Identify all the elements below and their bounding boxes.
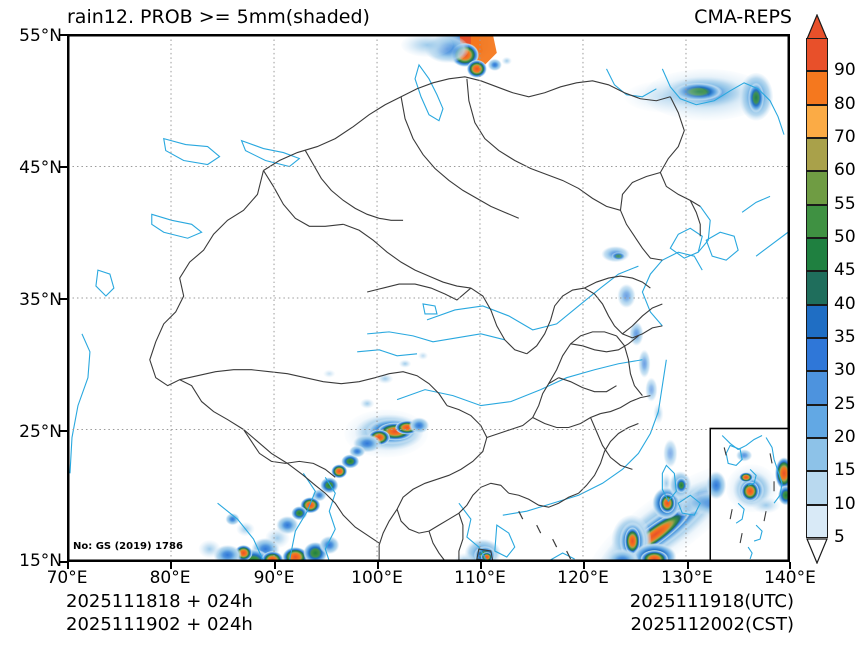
coastline-layer <box>69 63 789 561</box>
colorbar-tick-label: 30 <box>834 360 856 381</box>
x-tick-mark <box>377 562 379 569</box>
y-tick-label: 45°N <box>19 158 62 178</box>
south-china-sea-inset <box>706 427 789 561</box>
colorbar-segment <box>806 71 828 105</box>
y-tick-label: 35°N <box>19 290 62 310</box>
administrative-border-layer <box>149 76 701 561</box>
colorbar-tick-label: 20 <box>834 427 856 447</box>
y-tick-label: 25°N <box>19 422 62 442</box>
x-tick-mark <box>480 562 482 569</box>
graticule-layer <box>68 35 789 561</box>
footer-valid-utc: 2025111918(UTC) <box>629 591 794 612</box>
colorbar-tick-label: 55 <box>834 193 856 214</box>
colorbar-tick-label: 25 <box>834 393 856 414</box>
x-tick-mark <box>583 562 585 569</box>
x-tick-label: 110°E <box>454 568 506 588</box>
footer-valid-cst: 2025112002(CST) <box>630 614 794 635</box>
colorbar-tick-label: 90 <box>834 60 856 81</box>
precip-shading-layer <box>198 35 774 561</box>
map-attribution: No: GS (2019) 1786 <box>73 541 183 552</box>
y-tick-mark <box>60 430 67 432</box>
colorbar-segment <box>806 471 828 505</box>
colorbar-tick-label: 10 <box>834 493 856 514</box>
colorbar-segment <box>806 38 828 72</box>
y-tick-mark <box>60 34 67 36</box>
x-tick-label: 100°E <box>351 568 403 588</box>
y-tick-label: 15°N <box>19 551 62 571</box>
map-plot-area: No: GS (2019) 1786 <box>67 34 790 562</box>
y-tick-label: 55°N <box>19 26 62 46</box>
x-tick-label: 140°E <box>764 568 816 588</box>
x-tick-mark <box>789 562 791 569</box>
footer-init-utc: 2025111818 + 024h <box>66 591 253 612</box>
colorbar: 90 80 70 60 55 50 45 40 35 30 25 20 15 10 5 <box>806 14 856 564</box>
x-tick-label: 70°E <box>46 568 88 588</box>
y-tick-mark <box>60 298 67 300</box>
colorbar-segment <box>806 204 828 238</box>
page-title: rain12. PROB >= 5mm(shaded) <box>67 6 370 28</box>
x-tick-mark <box>687 562 689 569</box>
x-tick-label: 90°E <box>253 568 295 588</box>
footer-init-cst: 2025111902 + 024h <box>66 614 253 635</box>
map-canvas <box>68 35 789 561</box>
nine-dash-line <box>518 510 572 560</box>
colorbar-tick-label: 15 <box>834 460 856 481</box>
colorbar-tick-label: 80 <box>834 93 856 114</box>
y-tick-mark <box>60 166 67 168</box>
model-label: CMA-REPS <box>694 6 792 28</box>
x-tick-label: 130°E <box>661 568 713 588</box>
colorbar-segment <box>806 138 828 172</box>
colorbar-tick-label: 35 <box>834 327 856 347</box>
colorbar-tick-label: 70 <box>834 127 856 147</box>
colorbar-segment <box>806 271 828 305</box>
colorbar-segment <box>806 404 828 438</box>
colorbar-segment <box>806 438 828 472</box>
x-tick-label: 120°E <box>557 568 609 588</box>
colorbar-segment <box>806 338 828 372</box>
colorbar-segment <box>806 171 828 205</box>
colorbar-tick-label: 45 <box>834 260 856 281</box>
colorbar-tick-label: 40 <box>834 293 856 314</box>
colorbar-segment <box>806 371 828 405</box>
colorbar-tick-label: 5 <box>834 527 845 547</box>
colorbar-tick-label: 50 <box>834 227 856 247</box>
colorbar-tick-label: 60 <box>834 160 856 181</box>
x-tick-mark <box>67 562 69 569</box>
colorbar-under-arrow <box>806 538 828 564</box>
y-tick-mark <box>60 561 67 563</box>
x-tick-mark <box>170 562 172 569</box>
colorbar-segment <box>806 238 828 272</box>
x-tick-mark <box>274 562 276 569</box>
colorbar-segment <box>806 304 828 338</box>
colorbar-segment <box>806 504 828 538</box>
colorbar-segment <box>806 104 828 138</box>
x-tick-label: 80°E <box>149 568 191 588</box>
colorbar-over-arrow <box>806 14 828 40</box>
